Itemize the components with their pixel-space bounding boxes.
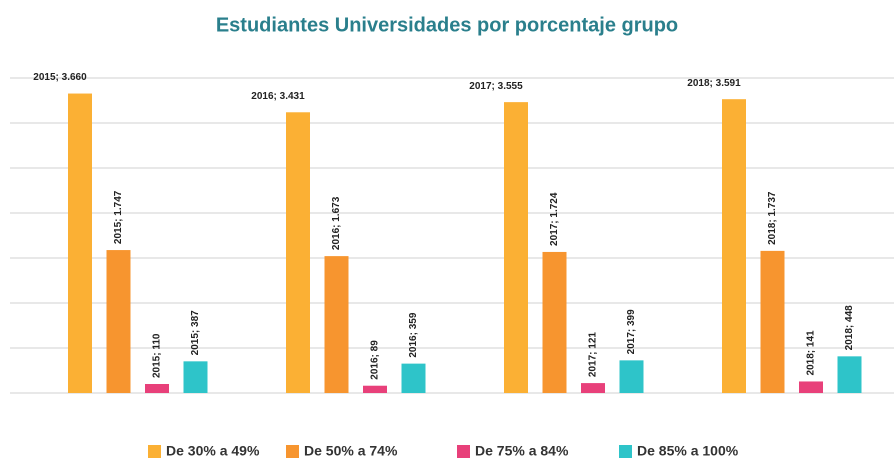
legend-swatch: [619, 445, 632, 458]
bar: [145, 384, 169, 393]
bar: [68, 93, 92, 393]
data-label: 2016; 3.431: [251, 91, 305, 102]
bar: [542, 251, 567, 393]
bar: [363, 385, 387, 393]
legend-swatch: [457, 445, 470, 458]
legend-label: De 85% a 100%: [637, 443, 739, 459]
legend-swatch: [286, 445, 299, 458]
legend-swatch: [148, 445, 161, 458]
bar: [401, 363, 426, 393]
bar: [760, 250, 785, 393]
chart-title: Estudiantes Universidades por porcentaje…: [216, 14, 678, 36]
data-label: 2015; 387: [190, 310, 201, 355]
bar: [581, 383, 605, 393]
bar: [619, 360, 644, 393]
bar: [722, 99, 746, 393]
data-label: 2016; 89: [370, 340, 381, 380]
bar: [837, 356, 862, 393]
data-label: 2018; 1.737: [767, 191, 778, 245]
legend-label: De 75% a 84%: [475, 443, 569, 459]
legend-label: De 50% a 74%: [304, 443, 398, 459]
bar: [504, 102, 528, 394]
data-label: 2017; 1.724: [549, 192, 560, 246]
data-label: 2017; 121: [588, 332, 599, 377]
data-label: 2017; 3.555: [469, 81, 523, 92]
legend-label: De 30% a 49%: [166, 443, 260, 459]
bar: [106, 250, 131, 393]
data-label: 2015; 3.660: [33, 72, 87, 83]
data-label: 2016; 1.673: [331, 196, 342, 250]
data-label: 2015; 110: [152, 333, 163, 378]
data-label: 2018; 448: [844, 305, 855, 350]
data-label: 2018; 141: [806, 330, 817, 375]
data-label: 2018; 3.591: [687, 78, 741, 89]
data-label: 2017; 399: [626, 309, 637, 354]
bar: [799, 381, 823, 393]
bar: [286, 112, 310, 394]
data-label: 2015; 1.747: [113, 190, 124, 244]
bar: [324, 256, 349, 393]
bar: [183, 361, 208, 393]
data-label: 2016; 359: [408, 312, 419, 357]
